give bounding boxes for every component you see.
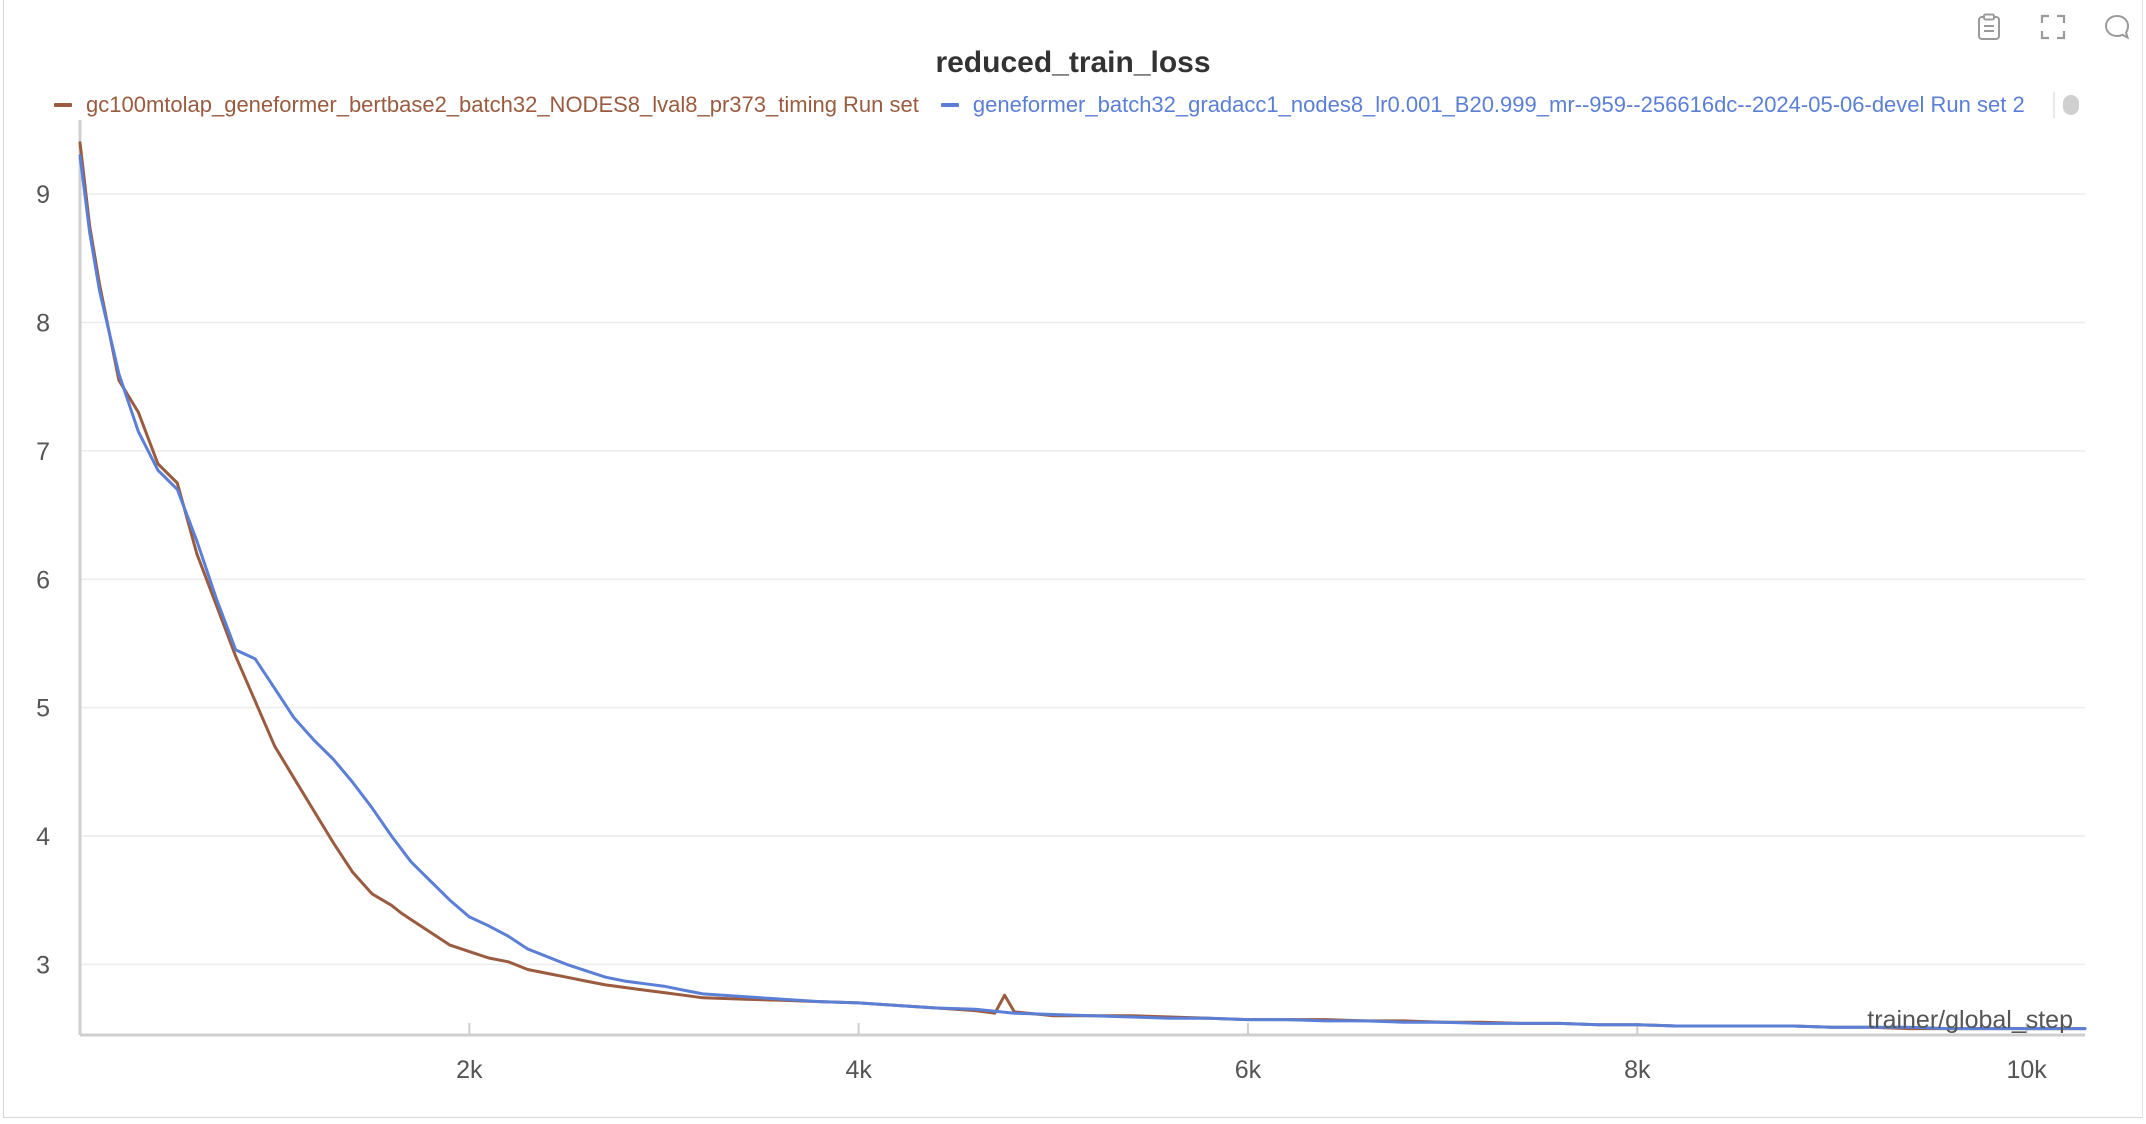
legend-divider (2052, 92, 2055, 118)
comment-button[interactable] (2100, 10, 2134, 44)
x-axis-title: trainer/global_step (1867, 1006, 2073, 1034)
x-tick-label: 4k (845, 1056, 872, 1084)
grid-lines (80, 193, 2085, 966)
clipboard-button[interactable] (1972, 10, 2006, 44)
legend-item-run-set[interactable]: gc100mtolap_geneformer_bertbase2_batch32… (54, 92, 919, 118)
fullscreen-icon (2040, 14, 2066, 40)
panel-toolbar (1972, 10, 2134, 44)
x-tick-label: 2k (456, 1056, 483, 1084)
clipboard-icon (1978, 13, 2000, 40)
legend-item-run-set-2[interactable]: geneformer_batch32_gradacc1_nodes8_lr0.0… (940, 92, 2025, 118)
chart-title: reduced_train_loss (935, 46, 1211, 79)
y-tick-label: 6 (36, 566, 50, 594)
y-tick-label: 8 (36, 310, 50, 338)
series-line-1[interactable] (78, 141, 2087, 1031)
y-tick-label: 9 (36, 181, 50, 209)
comment-icon (2104, 14, 2130, 40)
y-tick-label: 4 (36, 823, 50, 851)
legend-swatch-blue (940, 103, 959, 107)
legend-swatch-brown (54, 103, 72, 107)
x-tick-label: 6k (1235, 1056, 1262, 1084)
y-tick-label: 3 (36, 951, 50, 979)
series-lines (78, 141, 2087, 1031)
legend-label-run-set: gc100mtolap_geneformer_bertbase2_batch32… (86, 92, 919, 117)
legend-label-run-set-2: geneformer_batch32_gradacc1_nodes8_lr0.0… (972, 92, 2025, 117)
y-tick-label: 5 (36, 695, 50, 723)
fullscreen-button[interactable] (2036, 10, 2070, 44)
x-tick-label: 10k (2006, 1056, 2047, 1084)
legend-scroll-handle[interactable] (2062, 95, 2079, 115)
chart-legend: gc100mtolap_geneformer_bertbase2_batch32… (54, 92, 2079, 118)
series-line-2[interactable] (78, 154, 2087, 1031)
y-tick-label: 7 (36, 438, 50, 466)
tick-labels: 3 4 5 6 7 8 9 2k 4k 6k 8k 10k (36, 181, 2047, 1084)
x-tick-label: 8k (1624, 1056, 1651, 1084)
chart-panel (3, 0, 2143, 1118)
